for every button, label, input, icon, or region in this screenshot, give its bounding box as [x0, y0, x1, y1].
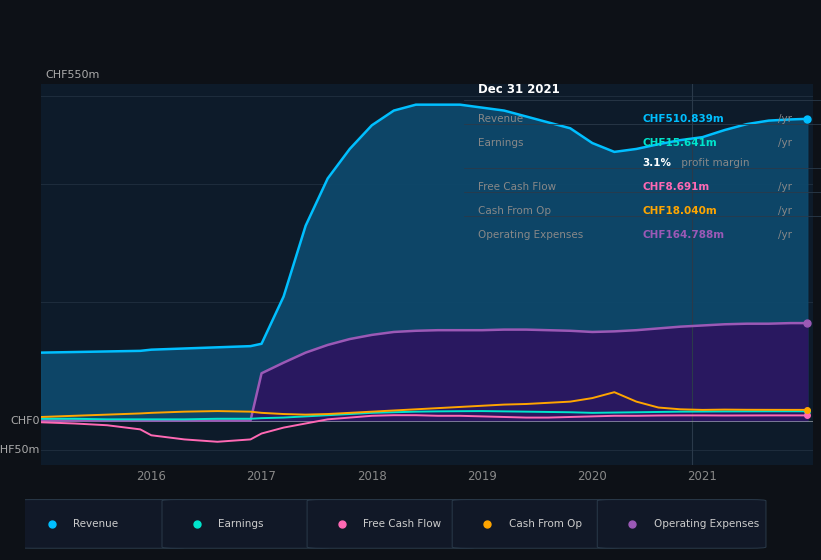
Text: /yr: /yr — [778, 182, 792, 192]
Text: Operating Expenses: Operating Expenses — [654, 519, 759, 529]
Text: /yr: /yr — [778, 230, 792, 240]
Text: Operating Expenses: Operating Expenses — [478, 230, 584, 240]
Text: CHF8.691m: CHF8.691m — [643, 182, 709, 192]
Text: Cash From Op: Cash From Op — [508, 519, 581, 529]
Text: /yr: /yr — [778, 138, 792, 148]
Text: CHF510.839m: CHF510.839m — [643, 114, 724, 124]
Text: CHF164.788m: CHF164.788m — [643, 230, 725, 240]
Text: Free Cash Flow: Free Cash Flow — [364, 519, 442, 529]
Text: Dec 31 2021: Dec 31 2021 — [478, 83, 560, 96]
FancyBboxPatch shape — [162, 500, 331, 548]
Text: CHF550m: CHF550m — [45, 70, 99, 80]
Text: CHF0: CHF0 — [11, 416, 40, 426]
Text: 3.1%: 3.1% — [643, 158, 672, 168]
FancyBboxPatch shape — [452, 500, 621, 548]
Text: CHF15.641m: CHF15.641m — [643, 138, 718, 148]
FancyBboxPatch shape — [597, 500, 766, 548]
Text: /yr: /yr — [778, 114, 792, 124]
Text: CHF18.040m: CHF18.040m — [643, 206, 718, 216]
Text: Earnings: Earnings — [218, 519, 264, 529]
Text: -CHF50m: -CHF50m — [0, 445, 40, 455]
FancyBboxPatch shape — [17, 500, 186, 548]
Text: Revenue: Revenue — [73, 519, 118, 529]
Text: /yr: /yr — [778, 206, 792, 216]
Text: Revenue: Revenue — [478, 114, 523, 124]
FancyBboxPatch shape — [307, 500, 476, 548]
Text: Free Cash Flow: Free Cash Flow — [478, 182, 557, 192]
Text: Cash From Op: Cash From Op — [478, 206, 551, 216]
Text: Earnings: Earnings — [478, 138, 524, 148]
Text: profit margin: profit margin — [678, 158, 750, 168]
